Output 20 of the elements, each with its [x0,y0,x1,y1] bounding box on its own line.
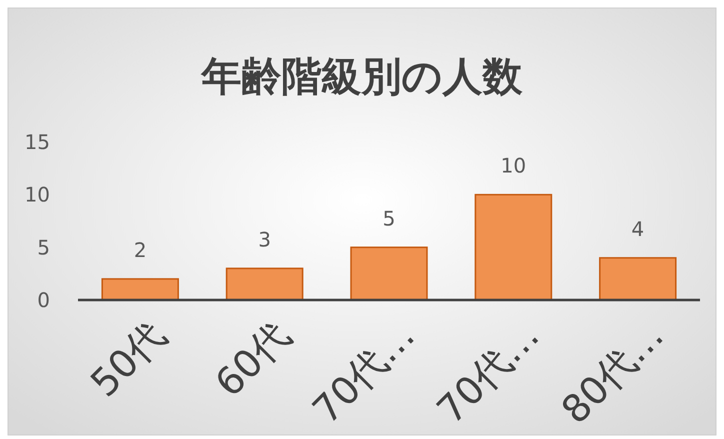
x-tick-label: 70代… [304,313,424,432]
bar [599,257,677,301]
data-label: 3 [258,227,271,252]
bar [226,268,304,301]
x-tick-label: 50代 [82,313,174,406]
x-tick-label: 60代 [206,313,299,406]
y-tick-label: 15 [24,130,50,154]
data-label: 2 [134,238,147,262]
bar [101,278,179,301]
data-label: 5 [382,206,396,230]
data-label: 10 [500,154,526,178]
y-tick-label: 5 [37,235,50,260]
x-tick-label: 70代… [428,313,548,432]
chart-title: 年齢階級別の人数 [200,54,524,100]
bar [474,194,552,301]
y-tick-label: 10 [24,182,50,207]
data-label: 4 [631,216,644,241]
x-tick-label: 80代… [552,313,672,432]
bar [350,246,428,301]
y-tick-label: 0 [37,288,50,312]
